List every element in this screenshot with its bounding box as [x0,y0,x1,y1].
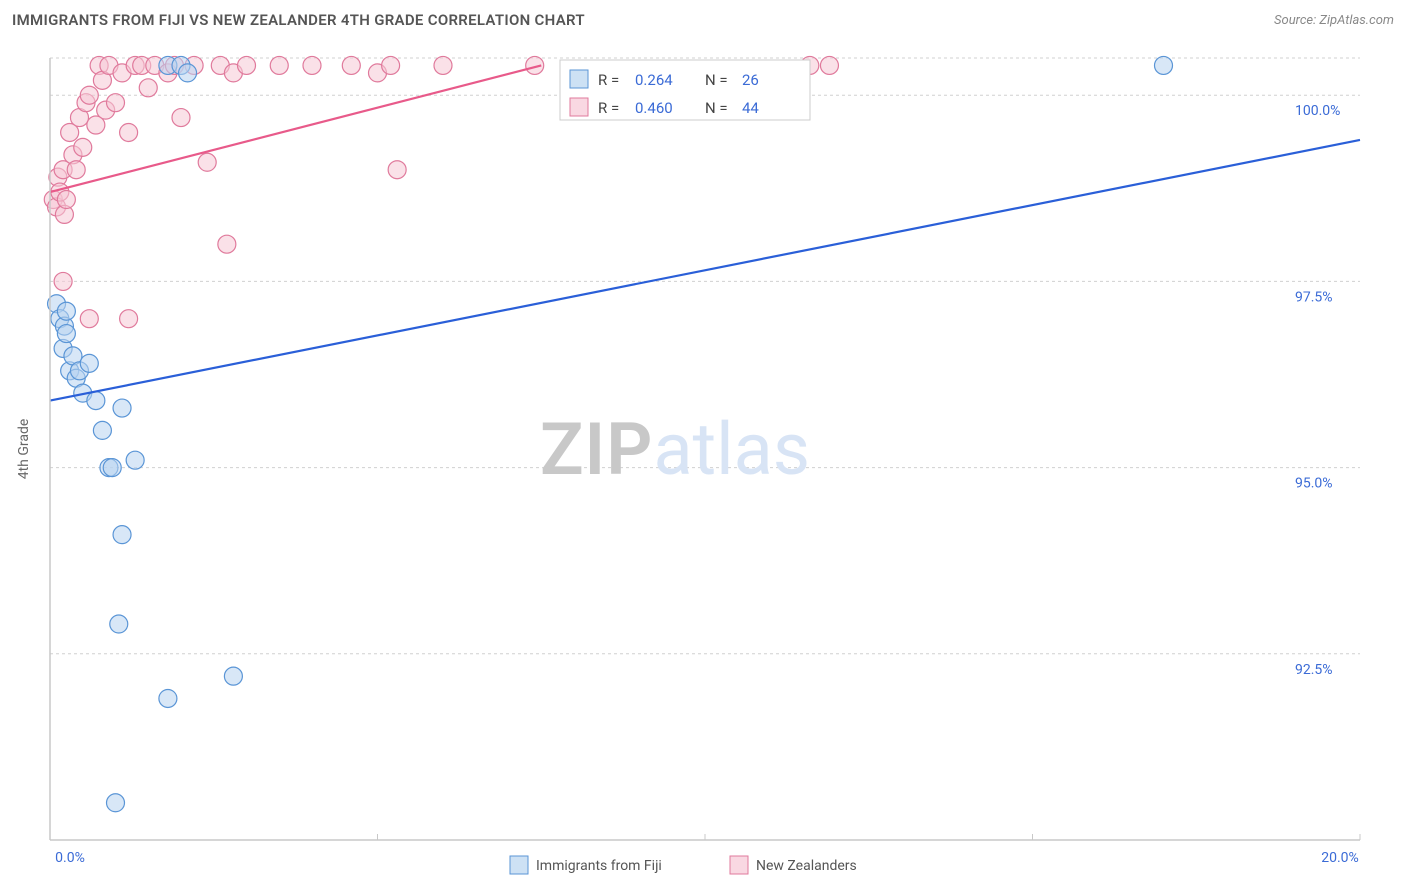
legend-r-value: 0.460 [635,99,673,117]
bottom-legend-label: Immigrants from Fiji [536,858,662,874]
data-point [224,667,242,685]
data-point [57,325,75,343]
data-point [54,272,72,290]
y-tick-label: 97.5% [1295,289,1333,305]
trend-line [50,140,1360,401]
data-point [382,56,400,74]
data-point [159,689,177,707]
data-point [74,138,92,156]
legend-r-label: R = [598,99,619,117]
bottom-legend-swatch [510,856,528,874]
legend-r-label: R = [598,71,619,89]
x-tick-label: 0.0% [55,850,85,866]
data-point [110,615,128,633]
data-point [303,56,321,74]
chart-area: 92.5% 95.0% 97.5% 100.0% 0.0% 20.0% ZIPatlas 4t… [0,40,1406,892]
data-point [120,310,138,328]
data-point [172,109,190,127]
data-point [434,56,452,74]
legend-n-value: 44 [742,99,759,117]
data-point [113,399,131,417]
data-point [80,310,98,328]
legend-n-value: 26 [742,71,759,89]
data-point [120,123,138,141]
data-point [342,56,360,74]
data-point [388,161,406,179]
data-point [179,64,197,82]
y-tick-label: 92.5% [1295,662,1333,678]
legend-n-label: N = [705,99,728,117]
data-point [80,354,98,372]
x-tick-label: 20.0% [1321,850,1359,866]
legend-n-label: N = [705,71,728,89]
legend-r-value: 0.264 [635,71,673,89]
data-point [67,161,85,179]
data-point [238,56,256,74]
data-point [93,421,111,439]
data-point [820,56,838,74]
data-point [139,79,157,97]
data-point [270,56,288,74]
bottom-legend-label: New Zealanders [756,858,857,874]
data-point [107,94,125,112]
y-axis-title: 4th Grade [16,419,32,480]
data-point [103,459,121,477]
y-tick-label: 100.0% [1295,103,1340,119]
chart-source: Source: ZipAtlas.com [1274,13,1394,28]
data-point [107,794,125,812]
chart-title: IMMIGRANTS FROM FIJI VS NEW ZEALANDER 4T… [12,11,585,29]
watermark: ZIPatlas [540,407,810,492]
scatter-chart-svg: 92.5% 95.0% 97.5% 100.0% 0.0% 20.0% ZIPatlas 4t… [0,40,1406,892]
data-point [57,191,75,209]
bottom-legend-swatch [730,856,748,874]
data-point [57,302,75,320]
data-point [218,235,236,253]
data-point [1155,56,1173,74]
data-point [198,153,216,171]
data-point [113,526,131,544]
data-point [80,86,98,104]
data-point [126,451,144,469]
legend-swatch [570,70,588,88]
chart-header: IMMIGRANTS FROM FIJI VS NEW ZEALANDER 4T… [0,0,1406,40]
legend-swatch [570,98,588,116]
data-point [87,392,105,410]
y-tick-label: 95.0% [1295,476,1333,492]
